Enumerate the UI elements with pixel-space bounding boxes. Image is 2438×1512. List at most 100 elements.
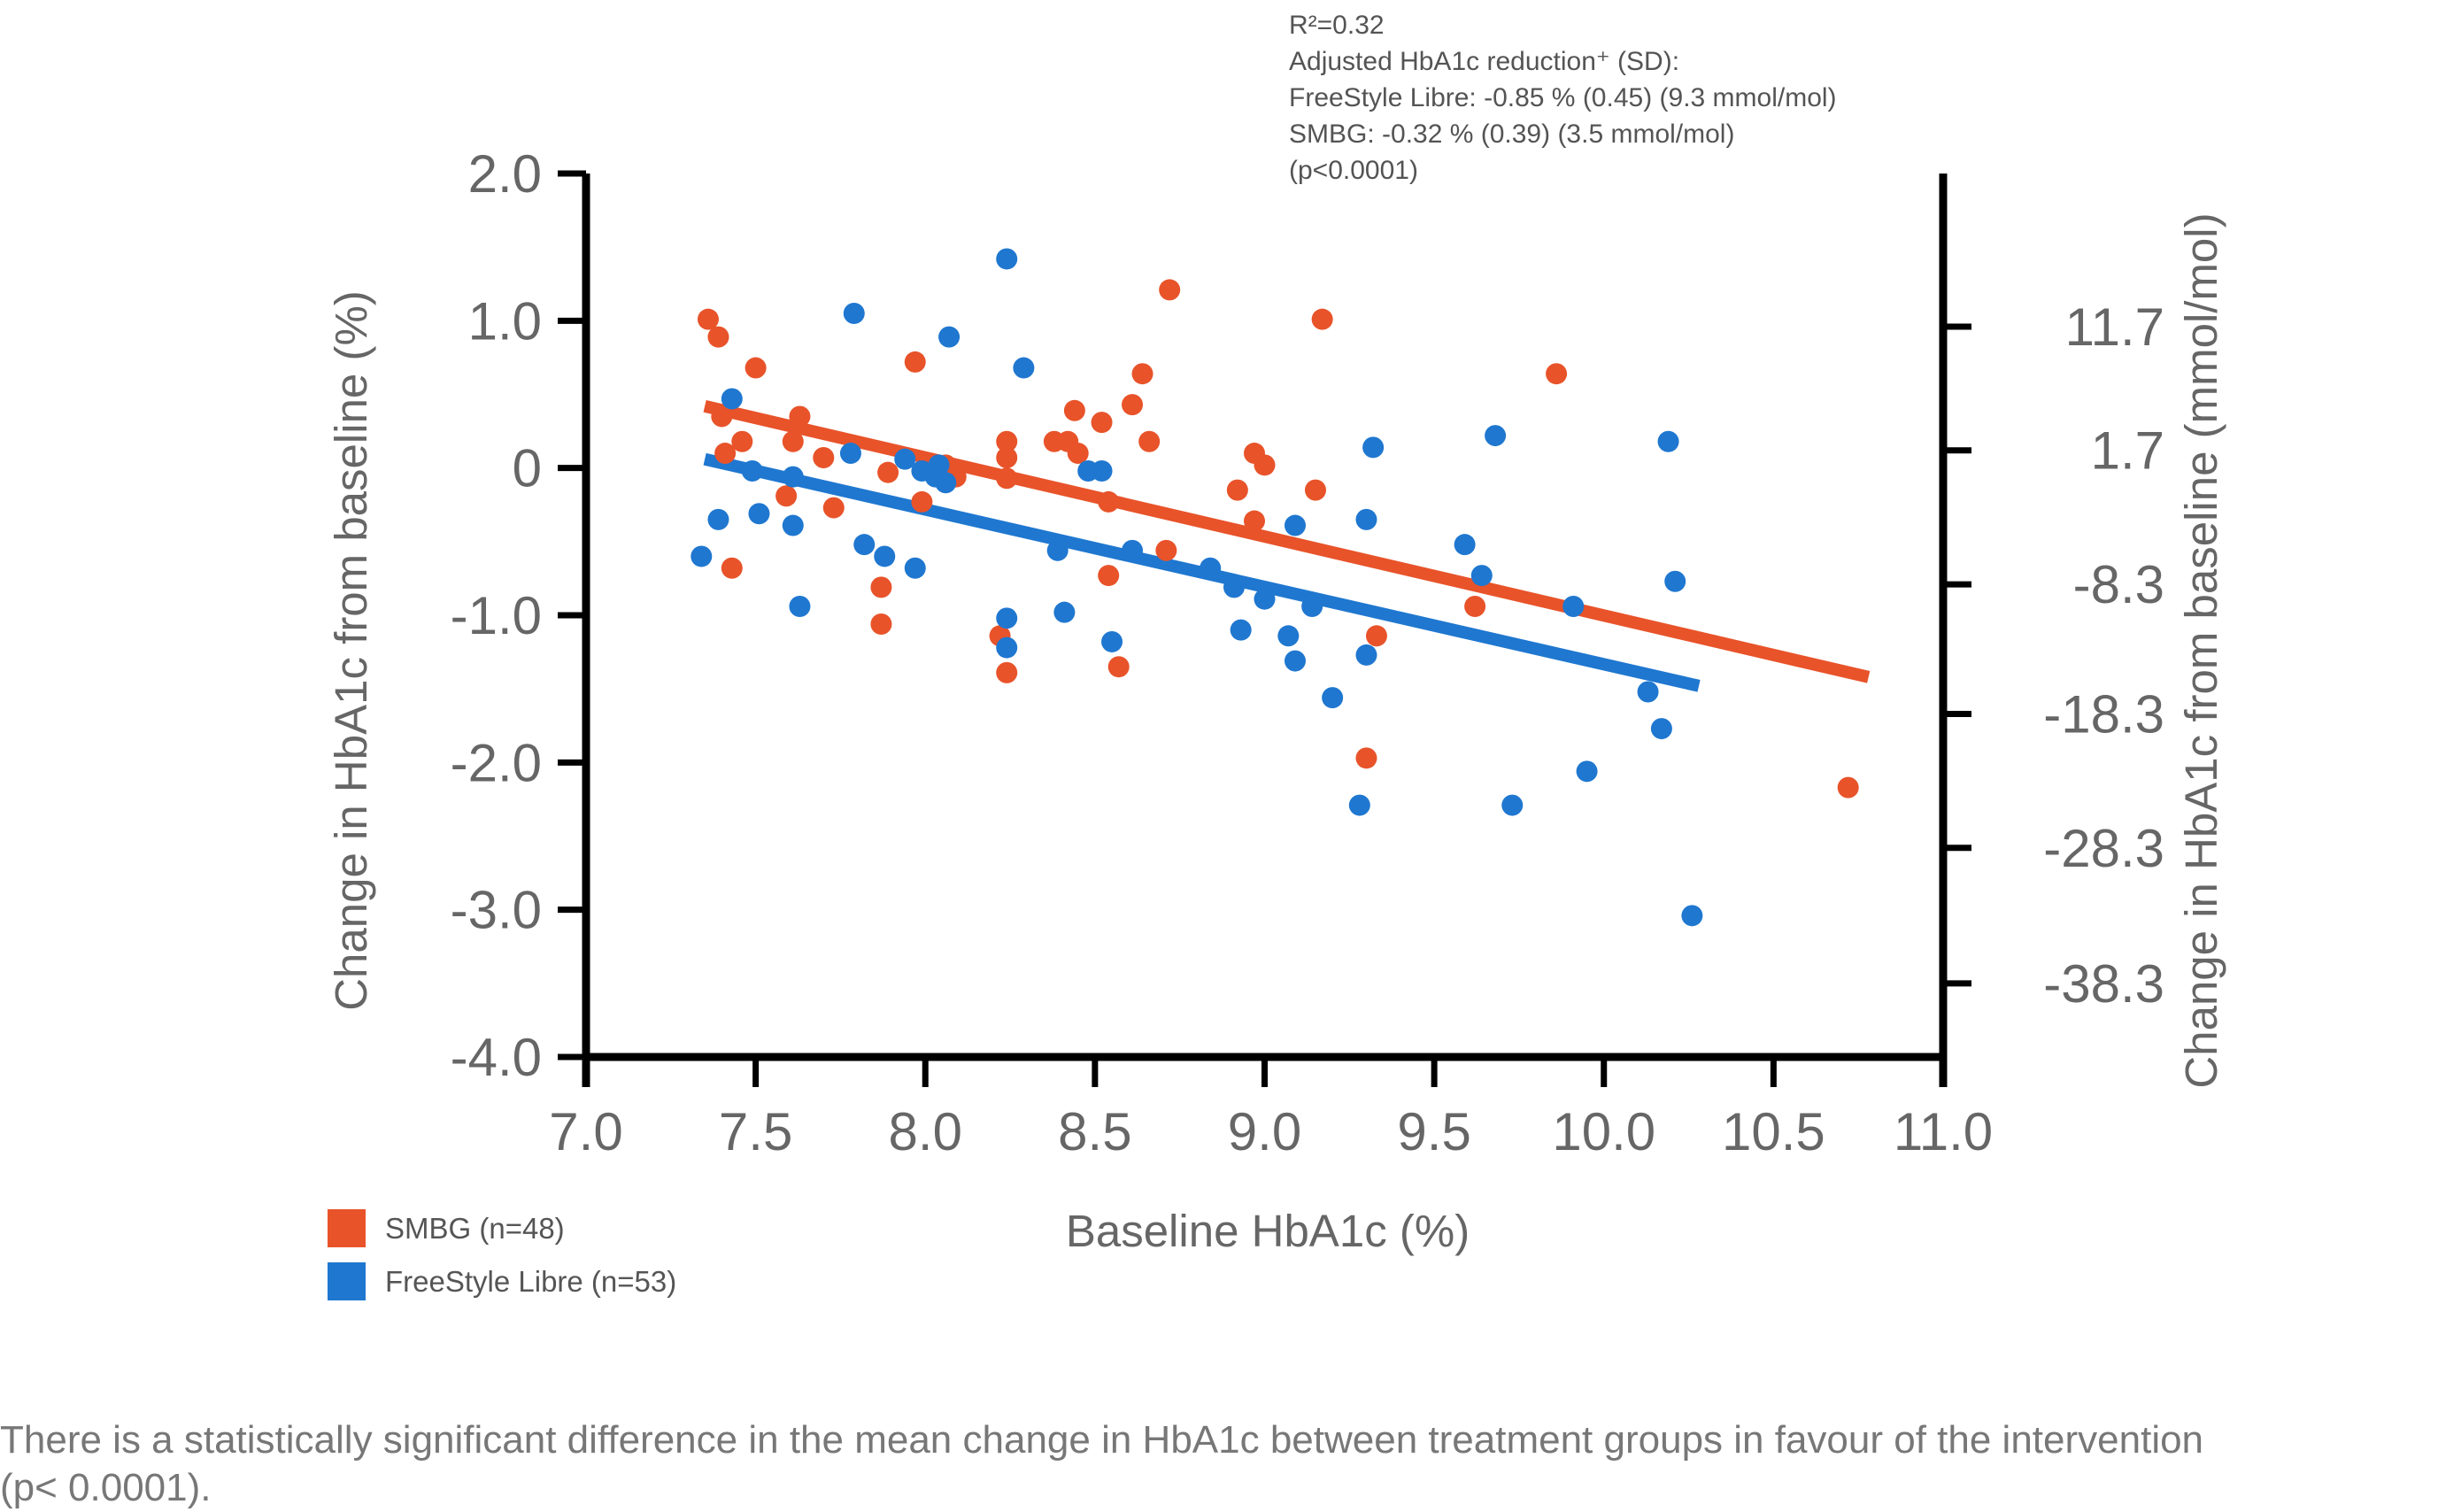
data-point-smbg (1091, 412, 1113, 434)
y-right-tick-label: 1.7 (2091, 421, 2164, 481)
legend: SMBG (n=48) FreeStyle Libre (n=53) (328, 1209, 676, 1300)
y-tick-label: -3.0 (451, 881, 542, 940)
tick-labels: 2.0 1.0 0 -1.0 -2.0 -3.0 -4.07.0 7.5 8.0 8.5 9.0 9.… (451, 144, 2164, 1161)
data-point-smbg (877, 461, 899, 483)
data-point-smbg (721, 557, 743, 579)
data-point-libre (1200, 557, 1222, 579)
y-right-tick-label: -18.3 (2043, 684, 2164, 744)
stats-heading: Adjusted HbA1c reduction⁺ (SD): (1289, 47, 1679, 76)
data-point-smbg (1107, 656, 1130, 678)
data-point-libre (1657, 430, 1679, 452)
data-point-smbg (789, 405, 811, 428)
data-point-smbg (1837, 776, 1859, 798)
data-point-libre (691, 545, 713, 567)
left-y-axis-title: Change in HbA1c from baseline (%) (326, 290, 376, 1011)
data-point-libre (741, 459, 763, 482)
stats-libre: FreeStyle Libre: -0.85 % (0.45) (9.3 mmo… (1289, 83, 1837, 112)
x-tick-label: 10.0 (1552, 1102, 1655, 1161)
data-point-libre (938, 326, 961, 348)
data-point-libre (1091, 459, 1113, 482)
x-tick-label: 8.5 (1058, 1102, 1131, 1161)
data-point-libre (874, 545, 896, 567)
data-point-libre (1046, 539, 1069, 561)
data-point-libre (1501, 794, 1524, 816)
stats-smbg: SMBG: -0.32 % (0.39) (3.5 mmol/mol) (1289, 120, 1734, 149)
data-point-smbg (1254, 454, 1276, 476)
data-point-smbg (1365, 625, 1387, 647)
data-point-smbg (996, 661, 1018, 683)
legend-label-smbg: SMBG (n=48) (385, 1212, 565, 1245)
y-tick-label: 1.0 (468, 291, 542, 351)
data-point-libre (894, 448, 916, 470)
data-point-libre (1230, 619, 1252, 641)
data-point-smbg (1131, 363, 1153, 385)
data-point-libre (904, 557, 926, 579)
data-point-smbg (1122, 394, 1144, 416)
x-tick-label: 10.5 (1722, 1102, 1825, 1161)
data-point-libre (721, 388, 743, 410)
data-point-libre (1650, 718, 1672, 740)
stats-annotation: R²=0.32 Adjusted HbA1c reduction⁺ (SD): … (1289, 11, 1837, 185)
data-point-libre (748, 503, 770, 525)
data-point-libre (1485, 425, 1507, 447)
data-point-libre (996, 248, 1018, 270)
data-point-libre (1681, 905, 1703, 927)
x-tick-label: 7.5 (719, 1102, 792, 1161)
y-tick-label: -1.0 (451, 586, 542, 645)
y-right-tick-label: 11.7 (2065, 297, 2164, 357)
data-point-libre (1322, 687, 1344, 709)
data-point-smbg (1311, 308, 1333, 330)
y-tick-label: 0 (513, 439, 542, 498)
data-point-smbg (911, 490, 933, 513)
data-point-libre (996, 636, 1018, 659)
data-point-smbg (1098, 565, 1120, 587)
data-point-libre (789, 596, 811, 618)
data-point-libre (1576, 760, 1598, 783)
right-y-axis-title: Change in HbA1c from baseline (mmol/mol) (2176, 212, 2226, 1088)
data-point-libre (1362, 436, 1385, 459)
data-point-libre (782, 466, 804, 488)
data-point-libre (843, 303, 865, 325)
data-point-smbg (1067, 443, 1089, 465)
data-point-libre (1013, 357, 1035, 379)
data-point-smbg (904, 351, 926, 373)
data-point-smbg (1244, 510, 1266, 532)
data-point-libre (839, 443, 861, 465)
data-point-smbg (775, 485, 798, 507)
data-point-smbg (697, 308, 719, 330)
data-point-libre (1355, 508, 1377, 530)
data-point-smbg (1355, 747, 1377, 769)
data-point-smbg (1304, 479, 1326, 501)
data-point-smbg (822, 497, 845, 519)
plot-area: 2.0 1.0 0 -1.0 -2.0 -3.0 -4.07.0 7.5 8.0 8.5 9.0 9.… (451, 144, 2164, 1161)
y-right-tick-label: -38.3 (2043, 954, 2164, 1014)
data-point-libre (1348, 794, 1370, 816)
data-point-libre (1254, 588, 1276, 610)
x-tick-label: 9.0 (1228, 1102, 1301, 1161)
data-point-smbg (1138, 430, 1161, 452)
y-axis-title: Change in HbA1c from baseline (%) (326, 290, 376, 1011)
data-point-smbg (707, 326, 729, 348)
data-point-smbg (1464, 596, 1486, 618)
data-point-libre (1284, 650, 1306, 672)
legend-label-libre: FreeStyle Libre (n=53) (385, 1265, 676, 1298)
y-tick-label: -4.0 (451, 1028, 542, 1087)
data-point-smbg (996, 467, 1018, 490)
footnote: There is a statistically significant dif… (0, 1418, 2204, 1509)
data-point-libre (1470, 565, 1493, 587)
data-point-libre (707, 508, 729, 530)
data-point-smbg (711, 405, 733, 428)
data-point-smbg (731, 430, 753, 452)
data-point-libre (782, 514, 804, 536)
data-point-libre (1284, 514, 1306, 536)
data-point-libre (853, 534, 876, 556)
data-point-libre (996, 607, 1018, 629)
data-point-libre (1454, 534, 1476, 556)
data-point-smbg (1063, 399, 1085, 421)
data-point-smbg (1159, 279, 1181, 301)
data-point-libre (1664, 570, 1686, 592)
data-point-smbg (996, 430, 1018, 452)
y-right-tick-label: -8.3 (2073, 555, 2164, 614)
data-point-smbg (813, 447, 835, 469)
x-tick-label: 9.5 (1397, 1102, 1470, 1161)
